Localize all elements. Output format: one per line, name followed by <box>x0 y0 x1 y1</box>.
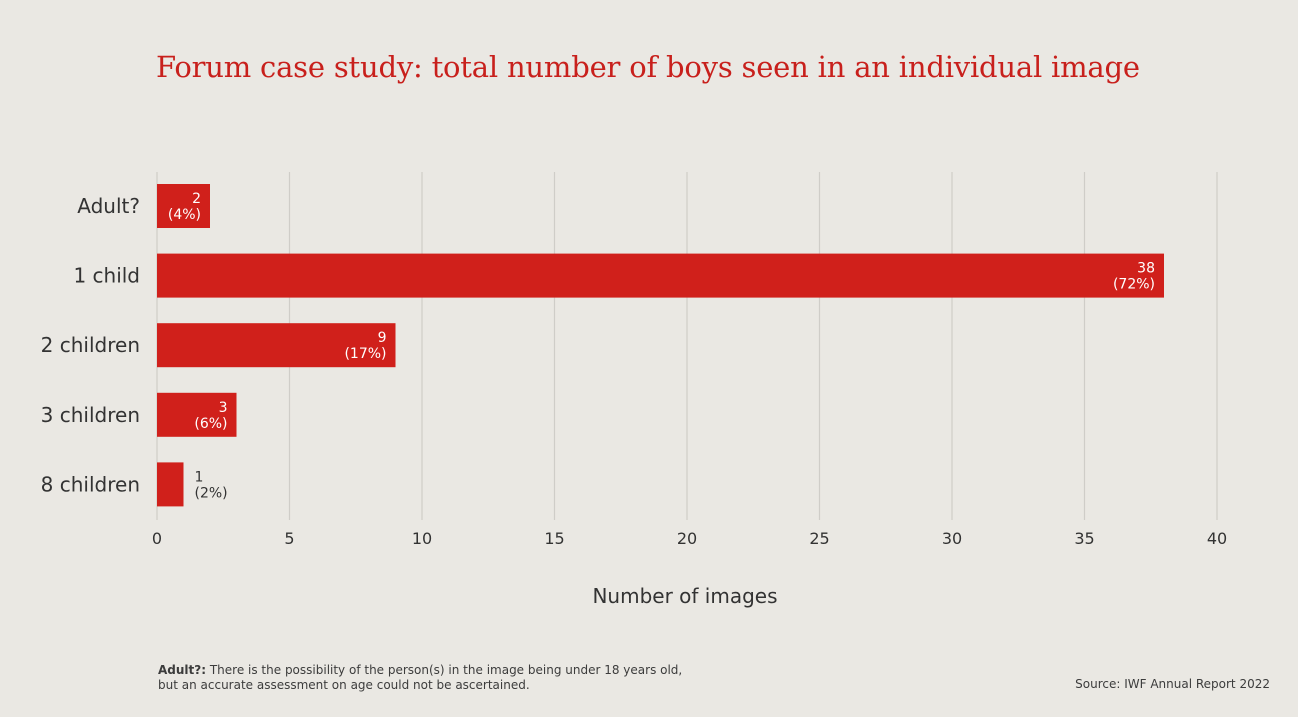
footnote-line1: There is the possibility of the person(s… <box>206 663 683 677</box>
value-label: 3 <box>219 400 228 416</box>
category-label: 2 children <box>41 333 140 357</box>
percent-label: (4%) <box>168 207 201 223</box>
x-tick-label: 10 <box>412 529 432 548</box>
percent-label: (6%) <box>194 416 227 432</box>
bar <box>157 392 237 437</box>
x-tick-label: 35 <box>1074 529 1094 548</box>
labels: 0 5 10 15 20 25 30 35 40 Adult? 2(4%) 1 child 38(72%… <box>41 191 1228 548</box>
source-note: Source: IWF Annual Report 2022 <box>1075 677 1270 691</box>
value-label: 38 <box>1137 261 1155 277</box>
bar <box>157 462 184 507</box>
value-label: 2 <box>192 191 201 207</box>
category-label: 1 child <box>73 264 140 288</box>
value-label: 9 <box>378 330 387 346</box>
x-tick-label: 40 <box>1207 529 1227 548</box>
footnote-line2: but an accurate assessment on age could … <box>158 678 530 692</box>
x-tick-label: 20 <box>677 529 697 548</box>
bar <box>157 323 396 368</box>
footnote: Adult?: There is the possibility of the … <box>158 663 682 693</box>
category-label: 3 children <box>41 403 140 427</box>
chart-title: Forum case study: total number of boys s… <box>156 50 1140 84</box>
bars <box>157 184 1164 507</box>
percent-label: (72%) <box>1113 277 1155 293</box>
category-label: 8 children <box>41 472 140 496</box>
x-tick-label: 0 <box>152 529 162 548</box>
bar <box>157 184 210 228</box>
value-label: 1 <box>195 469 204 485</box>
x-tick-label: 15 <box>544 529 564 548</box>
x-axis-title: Number of images <box>592 584 777 608</box>
percent-label: (2%) <box>195 485 228 501</box>
x-tick-label: 25 <box>809 529 829 548</box>
x-tick-label: 30 <box>942 529 962 548</box>
footnote-term: Adult?: <box>158 663 207 677</box>
gridlines <box>156 172 1218 520</box>
percent-label: (17%) <box>344 346 386 362</box>
category-label: Adult? <box>77 194 140 218</box>
bar <box>157 253 1164 298</box>
x-tick-label: 5 <box>284 529 294 548</box>
